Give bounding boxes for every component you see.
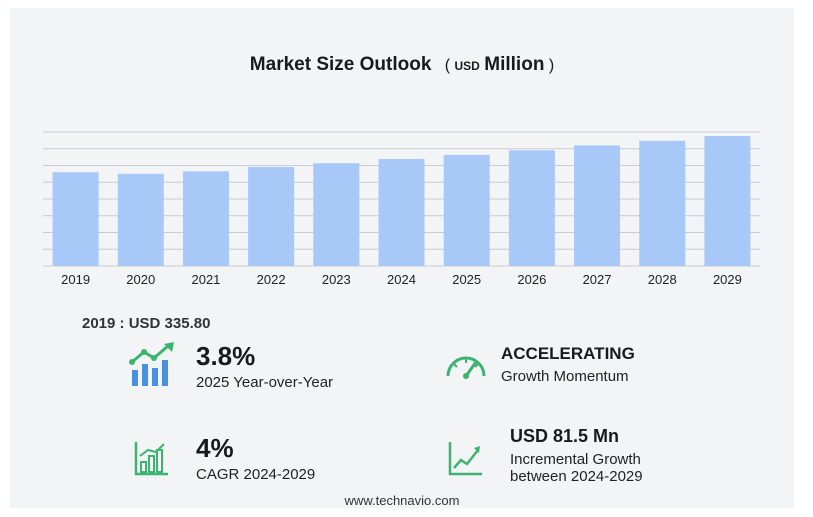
bar-growth-icon	[129, 342, 174, 386]
kpi-cagr-value: 4%	[196, 433, 234, 463]
unit-currency: USD	[454, 59, 480, 73]
bar-2029	[704, 136, 751, 266]
kpi-momentum-value: ACCELERATING	[501, 344, 635, 363]
bar-chart: 2019 2020 2021 2022 2023 2024 2025 2026 2027 2028…	[43, 131, 760, 287]
paren-close: )	[548, 57, 555, 74]
kpi-yoy-label: 2025 Year-over-Year	[196, 374, 334, 391]
x-tick-2027: 2027	[583, 272, 612, 287]
kpi-momentum: ACCELERATING Growth Momentum	[501, 344, 635, 385]
x-tick-2025: 2025	[452, 272, 481, 287]
x-tick-2024: 2024	[387, 272, 416, 287]
speedometer-icon	[446, 356, 486, 379]
x-tick-2026: 2026	[517, 272, 546, 287]
x-tick-2021: 2021	[191, 272, 220, 287]
kpi-cagr-label: CAGR 2024-2029	[196, 466, 316, 483]
base-value: 2019 : USD 335.80	[82, 315, 211, 332]
bar-2024	[378, 158, 425, 266]
title-text: Market Size Outlook	[249, 54, 432, 75]
x-tick-2028: 2028	[648, 272, 677, 287]
line-chart-icon	[448, 442, 482, 476]
bar-2028	[639, 140, 686, 266]
paren-open: (	[444, 57, 451, 74]
bar-2027	[574, 145, 621, 266]
kpi-momentum-label: Growth Momentum	[501, 368, 629, 385]
kpi-incremental-label-2: between 2024-2029	[510, 468, 643, 485]
bar-2025	[443, 154, 490, 266]
title-unit: ( USD Million )	[444, 54, 555, 75]
x-tick-2023: 2023	[322, 272, 351, 287]
bar-2026	[508, 150, 555, 266]
x-tick-2022: 2022	[257, 272, 286, 287]
kpi-yoy-value: 3.8%	[196, 341, 256, 371]
x-tick-2020: 2020	[126, 272, 155, 287]
bar-2022	[248, 167, 295, 266]
kpi-cagr: 4% CAGR 2024-2029	[196, 433, 315, 483]
bar-chart-icon	[134, 442, 168, 476]
kpi-incremental-label-1: Incremental Growth	[510, 451, 641, 468]
bar-2021	[182, 171, 229, 266]
x-tick-2029: 2029	[713, 272, 742, 287]
footer-url: www.technavio.com	[344, 493, 460, 508]
bar-2019	[52, 172, 99, 266]
chart-card: Market Size Outlook ( USD Million ) 2019…	[10, 8, 794, 508]
chart-title: Market Size Outlook ( USD Million )	[10, 54, 794, 76]
kpi-yoy: 3.8% 2025 Year-over-Year	[196, 341, 333, 391]
x-tick-2019: 2019	[61, 272, 90, 287]
unit-scale: Million	[484, 54, 545, 75]
kpi-incremental-value: USD 81.5 Mn	[510, 426, 620, 446]
bar-2020	[117, 173, 164, 266]
kpi-incremental: USD 81.5 Mn Incremental Growth between 2…	[510, 426, 643, 485]
bar-2023	[313, 163, 360, 266]
